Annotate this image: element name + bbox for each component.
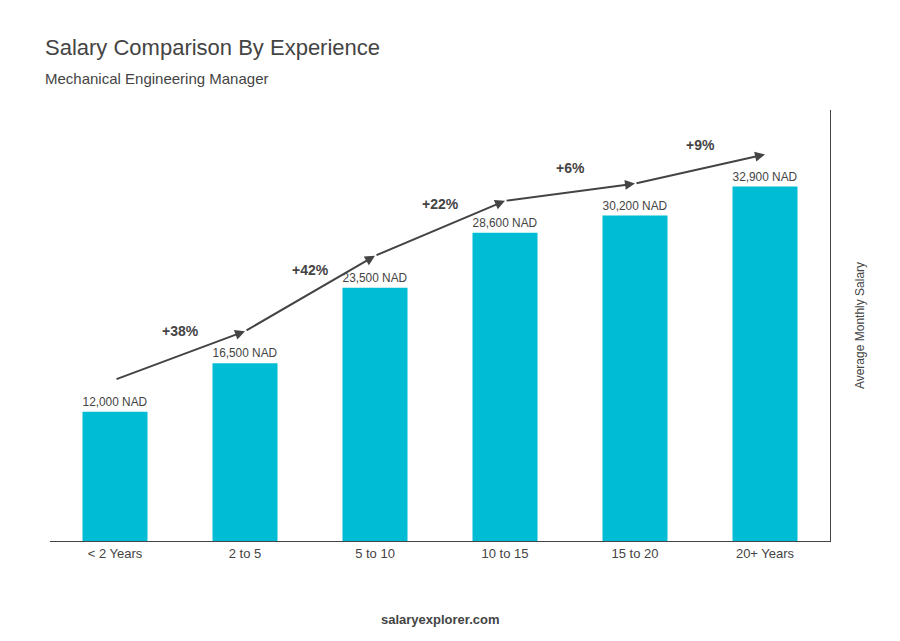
svg-text:10 to 15: 10 to 15 bbox=[482, 546, 529, 561]
svg-text:Mechanical Engineering Manager: Mechanical Engineering Manager bbox=[45, 70, 268, 87]
svg-text:20+ Years: 20+ Years bbox=[736, 546, 795, 561]
svg-text:+6%: +6% bbox=[556, 160, 585, 176]
svg-text:+42%: +42% bbox=[292, 262, 329, 278]
svg-text:+9%: +9% bbox=[686, 137, 715, 153]
svg-text:23,500 NAD: 23,500 NAD bbox=[343, 271, 408, 285]
svg-text:Average Monthly Salary: Average Monthly Salary bbox=[853, 262, 867, 389]
svg-text:5 to 10: 5 to 10 bbox=[355, 546, 395, 561]
svg-text:15 to 20: 15 to 20 bbox=[612, 546, 659, 561]
svg-text:+38%: +38% bbox=[162, 323, 199, 339]
svg-text:16,500 NAD: 16,500 NAD bbox=[213, 346, 278, 360]
svg-text:+22%: +22% bbox=[422, 196, 459, 212]
svg-text:28,600 NAD: 28,600 NAD bbox=[473, 216, 538, 230]
svg-text:12,000 NAD: 12,000 NAD bbox=[83, 395, 148, 409]
svg-text:32,900 NAD: 32,900 NAD bbox=[733, 170, 798, 184]
svg-text:Salary Comparison By Experienc: Salary Comparison By Experience bbox=[45, 35, 380, 60]
svg-text:< 2 Years: < 2 Years bbox=[88, 546, 143, 561]
svg-text:salaryexplorer.com: salaryexplorer.com bbox=[381, 612, 500, 627]
svg-text:30,200 NAD: 30,200 NAD bbox=[603, 199, 668, 213]
svg-text:2 to 5: 2 to 5 bbox=[229, 546, 262, 561]
